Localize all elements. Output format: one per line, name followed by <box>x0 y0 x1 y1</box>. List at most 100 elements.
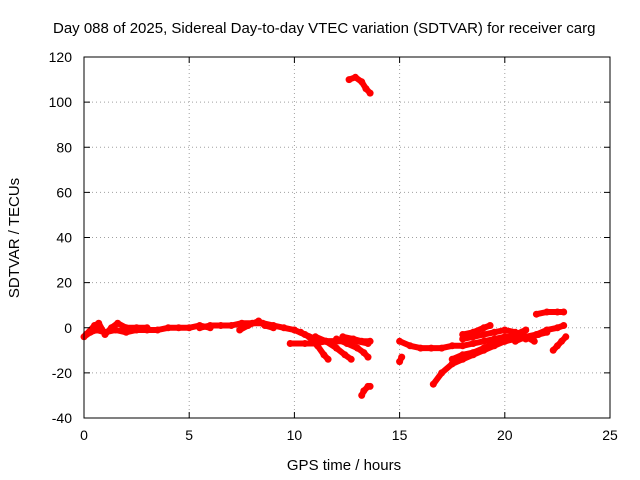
y-tick-label: 100 <box>49 94 73 110</box>
data-point <box>236 326 244 334</box>
data-point <box>95 319 103 327</box>
x-tick-label: 10 <box>287 427 303 443</box>
y-tick-label: 120 <box>49 49 73 65</box>
data-point <box>501 337 509 345</box>
data-point <box>532 310 540 318</box>
series-track-r <box>528 328 551 341</box>
series-track-s <box>532 308 568 318</box>
data-point <box>366 337 374 345</box>
data-point <box>469 328 477 336</box>
data-point <box>459 351 467 359</box>
x-tick-label: 5 <box>185 427 193 443</box>
data-point <box>360 387 368 395</box>
x-axis-label: GPS time / hours <box>287 457 401 474</box>
data-point <box>459 331 467 338</box>
data-point <box>341 351 349 359</box>
y-tick-label: 80 <box>56 139 72 155</box>
data-point <box>286 340 294 347</box>
data-point <box>333 335 340 343</box>
data-point <box>553 324 561 332</box>
data-point <box>560 322 568 329</box>
data-point <box>362 85 370 93</box>
data-point <box>490 328 498 336</box>
axis-ticks <box>83 56 611 419</box>
data-point <box>154 326 162 334</box>
data-point <box>469 349 477 357</box>
x-tick-label: 0 <box>80 427 88 443</box>
y-tick-label: 60 <box>56 184 72 200</box>
data-point <box>501 326 509 334</box>
x-tick-label: 25 <box>602 427 618 443</box>
data-point <box>522 326 530 334</box>
data-point <box>448 355 456 363</box>
data-series <box>80 73 570 399</box>
data-point <box>255 317 263 325</box>
data-point <box>244 322 252 329</box>
data-point <box>448 342 456 350</box>
series-track-k <box>358 382 374 399</box>
y-tick-label: 0 <box>64 320 72 336</box>
data-point <box>543 328 551 336</box>
tick-labels: 0 5 10 15 20 25 -40 -20 0 20 40 60 80 100 120 <box>49 49 618 443</box>
data-point <box>553 308 561 316</box>
data-point <box>280 324 288 332</box>
data-point <box>114 319 122 327</box>
data-point <box>480 331 488 338</box>
series-track-g <box>311 333 355 363</box>
data-point <box>511 337 519 345</box>
data-point <box>347 355 355 363</box>
data-point <box>311 333 319 341</box>
data-point <box>427 344 435 352</box>
plot-frame <box>83 56 611 419</box>
series-track-o <box>448 335 519 363</box>
data-point <box>560 308 568 316</box>
data-point <box>543 308 551 316</box>
data-point <box>522 333 530 341</box>
data-point <box>227 322 235 329</box>
data-point <box>366 89 374 97</box>
data-point <box>535 331 542 338</box>
data-point <box>345 76 353 84</box>
y-tick-label: -40 <box>52 410 72 426</box>
data-point <box>133 324 141 332</box>
data-point <box>358 78 366 86</box>
data-point <box>480 324 488 332</box>
series-track-d <box>236 317 277 334</box>
series-track-f <box>297 328 332 363</box>
data-point <box>558 337 566 345</box>
data-point <box>562 333 570 341</box>
data-point <box>438 369 446 377</box>
chart-title: Day 088 of 2025, Sidereal Day-to-day VTE… <box>53 20 595 37</box>
series-track-i <box>339 333 374 345</box>
data-point <box>429 380 437 388</box>
data-point <box>143 324 151 332</box>
data-point <box>549 346 557 354</box>
data-point <box>339 333 347 341</box>
data-point <box>417 344 425 352</box>
y-axis-label: SDTVAR / TECUs <box>6 178 23 298</box>
grid-lines <box>84 57 610 418</box>
data-point <box>490 340 498 347</box>
data-point <box>553 342 561 350</box>
data-point <box>122 324 130 332</box>
data-point <box>349 335 357 343</box>
x-tick-label: 15 <box>392 427 408 443</box>
data-point <box>396 337 404 345</box>
data-point <box>360 349 368 357</box>
data-point <box>196 324 204 332</box>
series-track-l <box>396 353 406 366</box>
data-point <box>354 344 361 352</box>
data-point <box>480 344 488 352</box>
data-point <box>469 340 477 347</box>
data-point <box>305 333 313 341</box>
data-point <box>320 351 328 359</box>
data-point <box>269 324 277 332</box>
x-tick-label: 20 <box>497 427 513 443</box>
data-point <box>486 322 494 329</box>
data-point <box>164 324 172 332</box>
data-point <box>107 324 115 332</box>
data-point <box>322 337 330 345</box>
y-tick-label: -20 <box>52 365 72 381</box>
data-point <box>366 382 374 390</box>
